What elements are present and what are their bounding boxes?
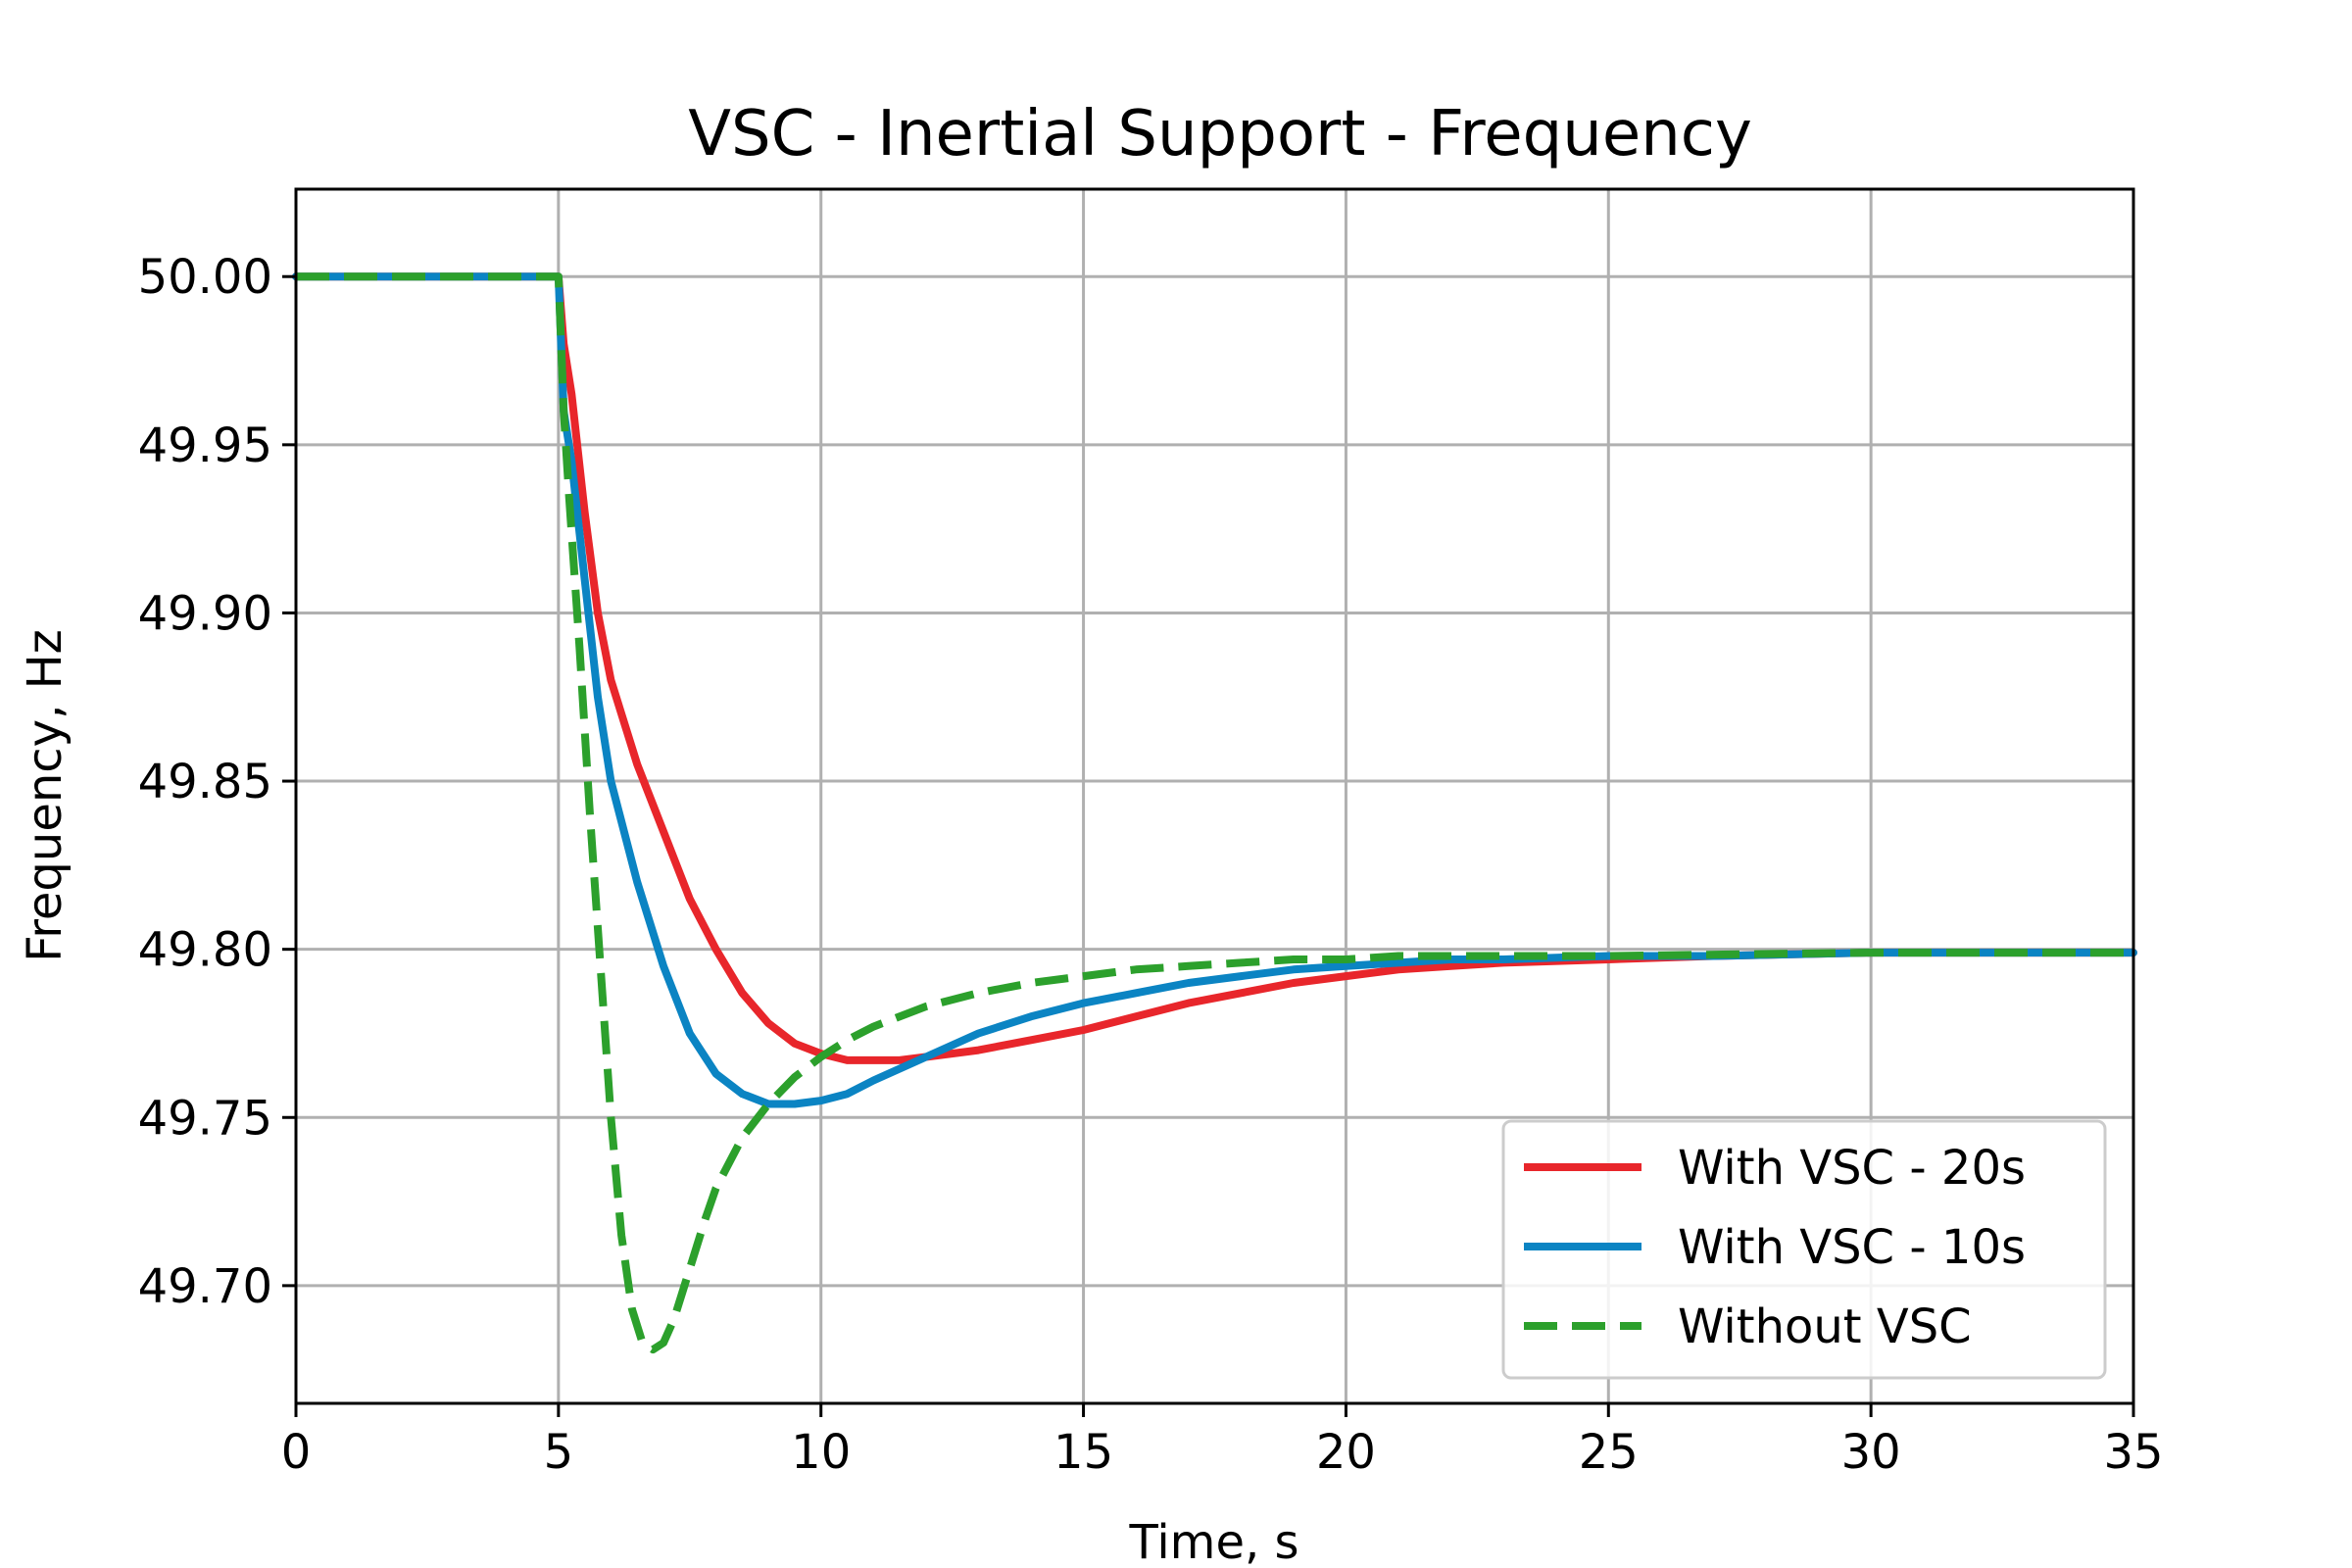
series-line-1 — [292, 272, 2137, 1064]
legend-label-1: With VSC - 20s — [1678, 1141, 2026, 1196]
y-tick-label: 49.95 — [138, 418, 272, 473]
legend-box — [1501, 1119, 2107, 1380]
series-layer — [292, 272, 2137, 1354]
plot-frame — [294, 187, 2135, 1405]
x-axis: 0 5 10 15 20 25 30 35 — [281, 1403, 2164, 1480]
x-tick-label: 35 — [2103, 1425, 2163, 1480]
y-axis-label: Frequency, Hz — [18, 629, 73, 962]
y-tick-label: 49.70 — [138, 1259, 272, 1314]
x-tick-label: 0 — [281, 1425, 312, 1480]
x-tick-label: 5 — [544, 1425, 574, 1480]
x-tick-label: 10 — [791, 1425, 851, 1480]
y-axis: 49.70 49.75 49.80 49.85 49.90 49.95 50.00 — [138, 250, 296, 1314]
y-tick-label: 49.90 — [138, 586, 272, 641]
x-tick-label: 20 — [1316, 1425, 1376, 1480]
x-tick-label: 25 — [1579, 1425, 1639, 1480]
legend-label-2: With VSC - 10s — [1678, 1220, 2026, 1275]
series-line-3 — [296, 272, 2133, 1354]
y-tick-label: 49.75 — [138, 1091, 272, 1146]
y-tick-label: 49.80 — [138, 923, 272, 978]
series-line-2 — [292, 272, 2137, 1108]
chart-title: VSC - Inertial Support - Frequency — [688, 98, 1752, 171]
x-tick-label: 15 — [1054, 1425, 1113, 1480]
y-tick-label: 49.85 — [138, 755, 272, 809]
x-tick-label: 30 — [1841, 1425, 1901, 1480]
legend: With VSC - 20s With VSC - 10s Without VSC — [1501, 1119, 2107, 1380]
y-tick-label: 50.00 — [138, 250, 272, 305]
legend-label-3: Without VSC — [1678, 1299, 1972, 1354]
x-axis-label: Time, s — [1129, 1515, 1299, 1568]
